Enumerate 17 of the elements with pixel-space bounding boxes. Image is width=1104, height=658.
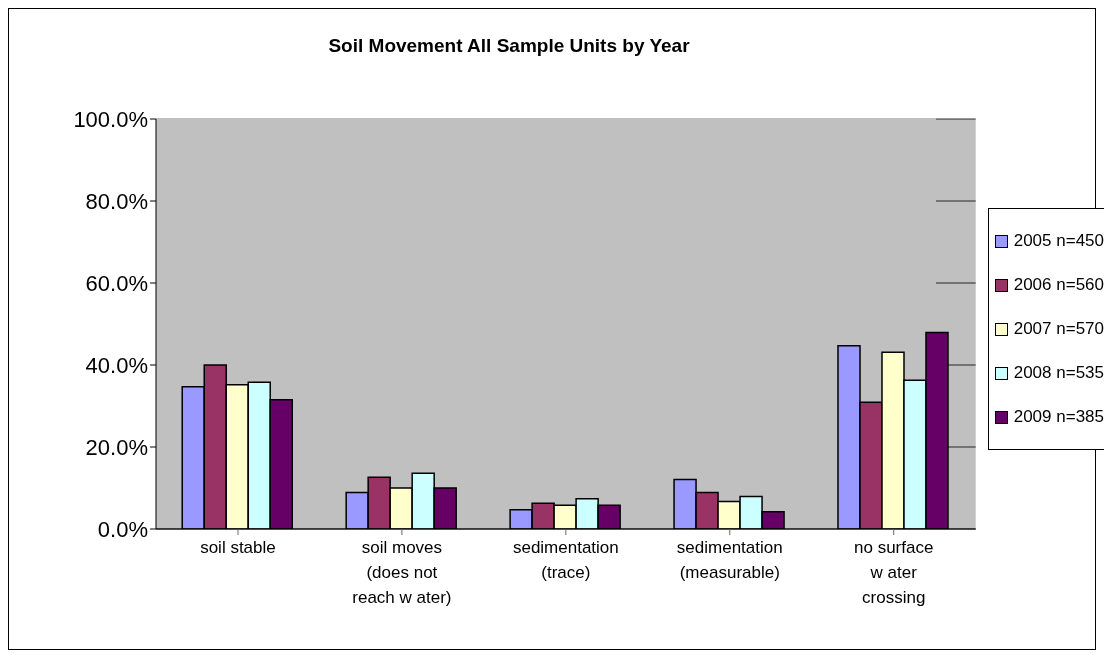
x-tick-label: sedimentation (measurable) <box>676 538 783 582</box>
y-tick-label: 100.0% <box>73 106 148 132</box>
y-tick-label: 80.0% <box>85 188 148 214</box>
y-tick-label: 40.0% <box>85 352 148 378</box>
x-tick-label: soil moves (does not reach w ater) <box>352 538 452 607</box>
y-tick-label: 20.0% <box>85 434 148 460</box>
legend-label: 2006 n=560 <box>1013 275 1104 295</box>
x-tick-label: soil stable <box>200 538 276 557</box>
legend-label: 2009 n=385 <box>1013 407 1104 427</box>
x-tick-label: no surface w ater crossing <box>854 538 934 607</box>
legend-label: 2008 n=535 <box>1013 363 1104 383</box>
y-tick-label: 60.0% <box>85 270 148 296</box>
legend-label: 2007 n=570 <box>1013 319 1104 339</box>
chart-title: Soil Movement All Sample Units by Year <box>327 35 691 57</box>
x-tick-label: sedimentation (trace) <box>512 538 619 582</box>
legend-label: 2005 n=450 <box>1013 231 1104 251</box>
y-tick-label: 0.0% <box>97 516 148 542</box>
